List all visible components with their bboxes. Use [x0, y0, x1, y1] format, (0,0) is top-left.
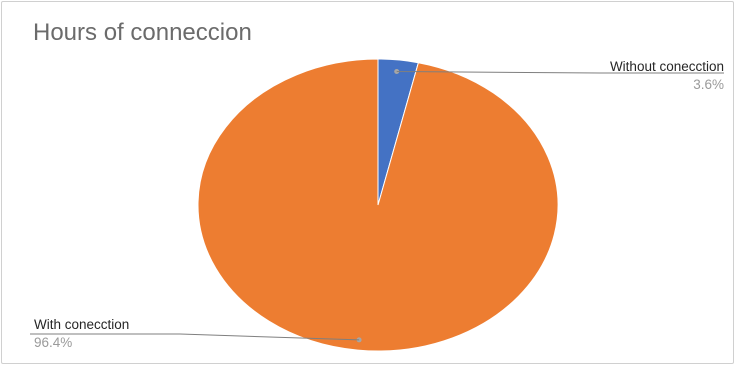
percent-label-1: 96.4%: [34, 335, 72, 350]
leader-line-0: [396, 71, 724, 74]
leader-line-1: [30, 333, 360, 341]
chart-title: Hours of conneccion: [33, 19, 252, 46]
category-label-1: With conecction: [34, 317, 129, 332]
category-label-0: Without conecction: [610, 59, 724, 74]
pie-slice-with-connection: [197, 58, 559, 352]
percent-label-0: 3.6%: [693, 77, 724, 92]
